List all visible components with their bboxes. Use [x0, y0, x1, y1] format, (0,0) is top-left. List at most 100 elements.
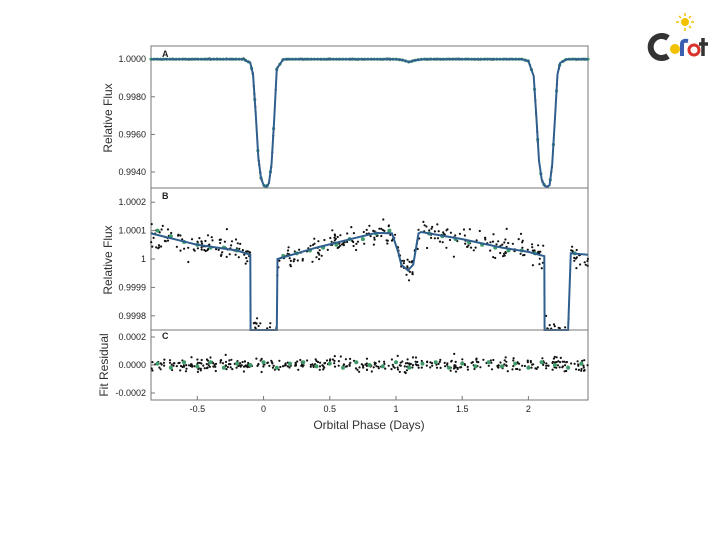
raw-data-point — [260, 370, 263, 374]
raw-data-point — [318, 258, 321, 261]
raw-data-point — [318, 368, 321, 371]
raw-data-point — [203, 367, 206, 370]
raw-data-point — [535, 367, 538, 370]
binned-data-point — [221, 365, 226, 370]
raw-data-point — [531, 246, 534, 249]
raw-data-point — [437, 362, 440, 365]
raw-data-point — [200, 362, 203, 365]
raw-data-point — [517, 238, 520, 241]
raw-data-point — [221, 362, 225, 365]
raw-data-point — [268, 364, 271, 367]
raw-data-point — [337, 360, 340, 363]
raw-data-point — [168, 359, 172, 362]
raw-data-point — [571, 249, 574, 252]
raw-data-point — [152, 236, 155, 239]
raw-data-point — [296, 259, 299, 262]
raw-data-point — [365, 228, 368, 231]
raw-data-point — [555, 366, 558, 369]
raw-data-point — [382, 218, 385, 221]
raw-data-point — [553, 355, 556, 358]
raw-data-point — [287, 246, 290, 249]
raw-data-point — [414, 356, 418, 359]
raw-data-point — [289, 259, 292, 262]
raw-data-point — [436, 237, 440, 240]
raw-data-point — [583, 359, 586, 362]
panel-c-letter: C — [162, 331, 169, 341]
raw-data-point — [349, 361, 352, 364]
raw-data-point — [468, 228, 471, 231]
raw-data-point — [552, 357, 556, 360]
raw-data-point — [230, 358, 233, 361]
raw-data-point — [505, 227, 508, 230]
raw-data-point — [219, 361, 222, 364]
raw-data-point — [452, 255, 455, 258]
raw-data-point — [206, 249, 209, 252]
raw-data-point — [330, 240, 333, 243]
raw-data-point — [317, 252, 320, 255]
raw-data-point — [531, 243, 534, 246]
raw-data-point — [339, 234, 342, 237]
raw-data-point — [390, 358, 393, 361]
binned-data-point — [208, 360, 213, 365]
raw-data-point — [249, 251, 252, 254]
raw-data-point — [355, 248, 358, 252]
raw-data-point — [460, 366, 463, 369]
raw-data-point — [503, 363, 506, 366]
raw-data-point — [439, 358, 442, 361]
raw-data-point — [325, 359, 329, 362]
raw-data-point — [315, 256, 318, 259]
raw-data-point — [183, 247, 186, 250]
raw-data-point — [463, 363, 467, 367]
raw-data-point — [422, 220, 425, 223]
raw-data-point — [580, 369, 583, 372]
raw-data-point — [583, 261, 586, 264]
raw-data-point — [311, 260, 314, 263]
raw-data-point — [362, 230, 365, 234]
raw-data-point — [502, 255, 505, 258]
raw-data-point — [586, 264, 589, 267]
raw-data-point — [406, 362, 409, 365]
raw-data-point — [586, 257, 590, 260]
raw-data-point — [411, 364, 415, 367]
raw-data-point — [393, 366, 396, 369]
raw-data-point — [541, 357, 544, 360]
raw-data-point — [506, 370, 509, 373]
raw-data-point — [387, 225, 390, 228]
raw-data-point — [364, 363, 367, 366]
raw-data-point — [368, 224, 371, 227]
raw-data-point — [163, 364, 166, 367]
raw-data-point — [239, 362, 242, 365]
raw-data-point — [151, 245, 154, 248]
raw-data-point — [213, 365, 216, 368]
corot-logo — [647, 13, 708, 61]
raw-data-point — [333, 236, 336, 239]
raw-data-point — [224, 353, 227, 356]
binned-data-point — [393, 360, 398, 365]
raw-data-point — [196, 370, 199, 373]
raw-data-point — [200, 240, 203, 243]
raw-data-point — [417, 364, 420, 367]
raw-data-point — [286, 365, 289, 368]
raw-data-point — [518, 362, 521, 365]
raw-data-point — [521, 246, 524, 249]
raw-data-point — [317, 240, 320, 243]
raw-data-point — [383, 360, 386, 363]
raw-data-point — [573, 256, 576, 259]
binned-data-point — [274, 365, 279, 370]
y-tick-label: 0.9960 — [118, 129, 146, 139]
raw-data-point — [573, 362, 576, 365]
raw-data-point — [433, 237, 436, 240]
raw-data-point — [375, 365, 378, 368]
x-tick-label: 0 — [261, 404, 266, 414]
raw-data-point — [431, 225, 434, 228]
raw-data-point — [177, 233, 180, 236]
raw-data-point — [150, 367, 153, 370]
raw-data-point — [426, 361, 429, 364]
raw-data-point — [548, 324, 551, 327]
raw-data-point — [333, 359, 336, 362]
raw-data-point — [411, 356, 415, 359]
raw-data-point — [230, 240, 234, 243]
raw-data-point — [246, 366, 249, 369]
raw-data-point — [278, 359, 281, 362]
raw-data-point — [225, 255, 228, 258]
